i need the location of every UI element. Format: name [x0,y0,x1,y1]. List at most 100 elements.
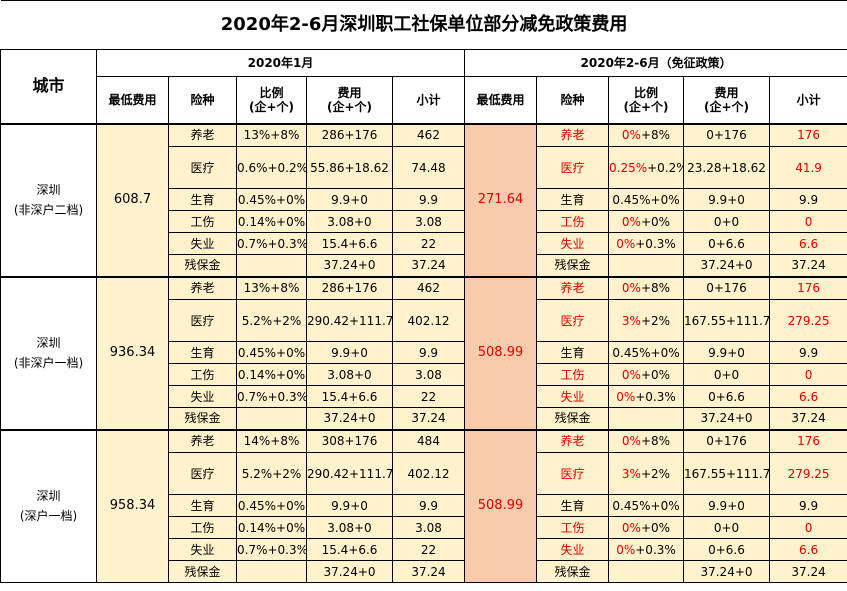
feb-ratio-exempt-part: 3% [621,313,641,328]
table-row: 深圳 (非深户一档) 936.34 养老 13%+8% 286+176 462 508.99… [0,275,847,430]
feb-ratio: 0%+0% [608,363,684,386]
feb-fee: 37.24+0 [683,560,770,583]
jan-ratio [236,407,307,430]
feb-ratio: 0%+8% [608,275,684,300]
table-row: 工伤 0.14%+0% 3.08+0 3.08 工伤 0%+0% 0+0 0 [1,210,847,233]
feb-subtotal: 6.6 [768,232,847,255]
feb-insurance-type: 工伤 [536,210,609,233]
city-label: 深圳 (非深户二档) [0,122,97,277]
feb-subtotal: 6.6 [768,538,847,561]
feb-ratio-exempt-part: 3% [621,466,641,481]
feb-section-header: 2020年2-6月（免征政策） [463,49,847,77]
jan-subtotal: 9.9 [392,188,465,211]
feb-ratio-exempt-part: 0% [621,214,641,229]
feb-insurance-type: 生育 [536,188,609,211]
feb-insurance-type: 养老 [536,428,609,453]
feb-fee: 0+0 [683,210,770,233]
feb-subtotal: 176 [768,428,847,453]
table-row: 失业 0.7%+0.3% 15.4+6.6 22 失业 0%+0.3% 0+6.6 6.6 [1,538,847,561]
feb-fee: 0+6.6 [683,232,770,255]
feb-fee: 0+0 [683,516,770,539]
jan-subtotal: 402.12 [392,452,465,495]
jan-fee: 286+176 [306,122,393,147]
jan-ratio: 0.14%+0% [236,516,307,539]
feb-fee: 37.24+0 [683,254,770,277]
jan-insurance-type: 工伤 [168,363,237,386]
jan-insurance-type: 失业 [168,385,237,408]
city-header: 城市 [0,49,97,124]
jan-ratio: 0.7%+0.3% [236,538,307,561]
feb-min-fee: 508.99 [464,428,537,583]
jan-ratio: 0.45%+0% [236,188,307,211]
jan-ratio: 0.14%+0% [236,363,307,386]
feb-ratio-rest-part: +0% [640,367,671,382]
table-title: 2020年2-6月深圳职工社保单位部分减免政策费用 [0,0,847,50]
table-row: 残保金 37.24+0 37.24 残保金 37.24+0 37.24 [1,560,847,583]
jan-insurance-type: 医疗 [168,146,237,189]
feb-ratio-rest-part: 0.45%+0% [612,498,680,513]
feb-fee: 37.24+0 [683,407,770,430]
jan-fee: 15.4+6.6 [306,538,393,561]
feb-ratio: 0%+0.3% [608,538,684,561]
feb-subtotal: 41.9 [768,146,847,189]
feb-subtotal: 0 [768,210,847,233]
feb-fee-header: 费用 (企+个) [683,76,770,124]
jan-insurance-type: 失业 [168,538,237,561]
jan-insurance-type: 生育 [168,188,237,211]
jan-subtotal: 37.24 [392,407,465,430]
feb-subtotal: 9.9 [768,494,847,517]
jan-subtotal-header: 小计 [392,76,465,124]
feb-ratio: 0.45%+0% [608,341,684,364]
city-label: 深圳 (非深户一档) [0,275,97,430]
feb-ratio-rest-part: +0.3% [635,542,676,557]
jan-insurance-type: 失业 [168,232,237,255]
feb-ratio: 0.45%+0% [608,494,684,517]
jan-fee: 3.08+0 [306,363,393,386]
table-row: 残保金 37.24+0 37.24 残保金 37.24+0 37.24 [1,254,847,277]
feb-ratio: 0.25%+0.2% [608,146,684,189]
feb-ratio-rest-part: +0.2% [647,160,682,175]
feb-subtotal: 37.24 [768,254,847,277]
jan-fee: 37.24+0 [306,254,393,277]
jan-subtotal: 9.9 [392,341,465,364]
feb-insurance-type: 养老 [536,275,609,300]
feb-ratio: 0%+0% [608,210,684,233]
jan-subtotal: 3.08 [392,210,465,233]
feb-subtotal: 6.6 [768,385,847,408]
jan-fee: 9.9+0 [306,494,393,517]
jan-fee: 37.24+0 [306,560,393,583]
feb-ratio-exempt-part: 0% [621,128,641,143]
feb-ratio [608,254,684,277]
feb-ratio-exempt-part: 0.25% [609,160,648,175]
feb-ratio-rest-part: +8% [640,281,671,296]
jan-fee: 37.24+0 [306,407,393,430]
feb-ratio: 3%+2% [608,299,684,342]
table-row: 深圳 (非深户二档) 608.7 养老 13%+8% 286+176 462 271.64 养… [0,122,847,277]
feb-ratio-exempt-part: 0% [616,236,636,251]
jan-insurance-type: 残保金 [168,254,237,277]
feb-insurance-type: 医疗 [536,299,609,342]
feb-ratio-rest-part: +0.3% [635,236,676,251]
jan-insurance-type: 残保金 [168,560,237,583]
feb-subtotal: 37.24 [768,560,847,583]
jan-ratio: 14%+8% [236,428,307,453]
jan-insurance-type: 工伤 [168,210,237,233]
feb-ratio-rest-part: +0% [640,214,671,229]
jan-ratio-header: 比例 (企+个) [236,76,307,124]
feb-insurance-type: 失业 [536,538,609,561]
jan-min-fee: 936.34 [96,275,169,430]
feb-fee: 9.9+0 [683,494,770,517]
feb-insurance-type: 生育 [536,494,609,517]
feb-insurance-type: 残保金 [536,254,609,277]
jan-insurance-type: 残保金 [168,407,237,430]
feb-subtotal: 0 [768,516,847,539]
feb-fee: 0+176 [683,428,770,453]
jan-subtotal: 3.08 [392,363,465,386]
jan-subtotal: 462 [392,122,465,147]
feb-fee: 9.9+0 [683,341,770,364]
feb-subtotal: 279.25 [768,452,847,495]
feb-subtotal: 279.25 [768,299,847,342]
jan-insurance-type: 医疗 [168,452,237,495]
feb-insurance-type: 失业 [536,232,609,255]
